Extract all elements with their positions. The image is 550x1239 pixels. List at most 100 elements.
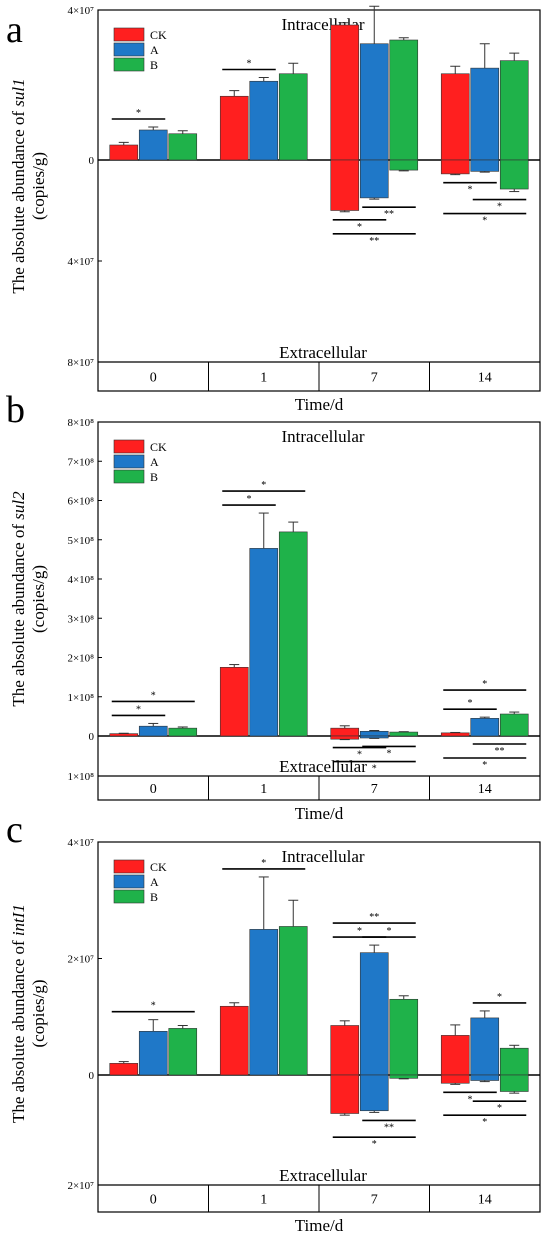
significance-label: * bbox=[468, 698, 473, 709]
bar-A-intracellular bbox=[249, 548, 279, 737]
bar-B-intracellular bbox=[389, 998, 419, 1076]
y-axis-title: The absolute abundance of sul1 bbox=[9, 78, 28, 293]
significance-label: * bbox=[151, 690, 156, 701]
y-tick-label: 0 bbox=[89, 731, 95, 743]
y-tick-label: 3×10⁸ bbox=[67, 613, 94, 625]
significance-label: * bbox=[357, 750, 362, 761]
region-label-extracellular: Extracellular bbox=[279, 343, 367, 362]
bar-CK-intracellular bbox=[440, 73, 470, 161]
x-tick-label: 1 bbox=[260, 782, 267, 797]
x-tick-label: 0 bbox=[150, 1193, 157, 1208]
bar-CK-intracellular bbox=[330, 727, 360, 737]
legend-label: CK bbox=[150, 440, 167, 454]
bar-CK-extracellular bbox=[330, 735, 360, 740]
significance-label: * bbox=[482, 216, 487, 227]
legend-label: CK bbox=[150, 28, 167, 42]
y-tick-label: 1×10⁸ bbox=[67, 771, 94, 783]
y-axis-title-prefix: The absolute abundance of bbox=[9, 520, 28, 707]
significance-label: * bbox=[372, 1139, 377, 1150]
significance-label: * bbox=[497, 1103, 502, 1114]
bar-CK-intracellular bbox=[330, 24, 360, 161]
y-axis-unit: (copies/g) bbox=[29, 152, 48, 220]
bar-A-intracellular bbox=[470, 718, 500, 737]
y-axis-title-gene: intI1 bbox=[9, 904, 28, 936]
bar-B-intracellular bbox=[389, 731, 419, 737]
y-tick-label: 4×10⁷ bbox=[67, 5, 94, 17]
bar-CK-intracellular bbox=[440, 732, 470, 737]
bar-B-intracellular bbox=[499, 60, 529, 161]
x-tick-label: 0 bbox=[150, 782, 157, 797]
x-tick-label: 7 bbox=[371, 371, 378, 386]
bar-A-extracellular bbox=[470, 159, 500, 172]
significance-label: * bbox=[482, 679, 487, 690]
region-label-extracellular: Extracellular bbox=[279, 1166, 367, 1185]
bar-CK-intracellular bbox=[440, 1035, 470, 1076]
y-axis-title: The absolute abundance of intI1 bbox=[9, 904, 28, 1123]
x-tick-label: 0 bbox=[150, 371, 157, 386]
significance-label: * bbox=[468, 1094, 473, 1105]
bar-B-intracellular bbox=[278, 531, 308, 737]
significance-label: * bbox=[151, 1001, 156, 1012]
significance-label: * bbox=[468, 185, 473, 196]
significance-label: * bbox=[261, 480, 266, 491]
bar-CK-intracellular bbox=[219, 667, 249, 737]
bar-A-intracellular bbox=[470, 1017, 500, 1076]
significance-label: ** bbox=[384, 1122, 394, 1133]
significance-label: * bbox=[261, 858, 266, 869]
bar-A-intracellular bbox=[359, 952, 389, 1076]
plot-frame bbox=[97, 9, 541, 392]
bar-B-extracellular bbox=[389, 1074, 419, 1079]
y-tick-label: 4×10⁷ bbox=[67, 256, 94, 268]
y-tick-label: 0 bbox=[89, 155, 95, 167]
bar-B-intracellular bbox=[278, 926, 308, 1076]
x-tick-label: 1 bbox=[260, 371, 267, 386]
x-tick-label: 7 bbox=[371, 782, 378, 797]
y-axis-title-gene: sul1 bbox=[9, 78, 28, 106]
y-tick-label: 2×10⁸ bbox=[67, 653, 94, 665]
bar-A-intracellular bbox=[470, 67, 500, 161]
y-axis-unit: (copies/g) bbox=[29, 980, 48, 1048]
significance-label: * bbox=[387, 926, 392, 937]
y-tick-label: 8×10⁷ bbox=[67, 357, 94, 369]
x-tick-label: 14 bbox=[478, 371, 492, 386]
y-tick-label: 2×10⁷ bbox=[67, 1180, 94, 1192]
bar-B-extracellular bbox=[499, 1074, 529, 1092]
y-axis-title-prefix: The absolute abundance of bbox=[9, 107, 28, 294]
legend-label: B bbox=[150, 890, 158, 904]
significance-label: * bbox=[357, 222, 362, 233]
panel-letter: b bbox=[6, 389, 25, 431]
bar-A-intracellular bbox=[249, 929, 279, 1076]
bar-CK-extracellular bbox=[330, 159, 360, 211]
bar-CK-extracellular bbox=[440, 159, 470, 175]
y-tick-label: 2×10⁷ bbox=[67, 954, 94, 966]
y-tick-label: 0 bbox=[89, 1070, 95, 1082]
significance-label: ** bbox=[495, 746, 505, 757]
bar-A-intracellular bbox=[138, 129, 168, 161]
significance-label: * bbox=[497, 202, 502, 213]
legend-swatch-CK bbox=[113, 859, 145, 874]
legend-swatch-B bbox=[113, 57, 145, 72]
bar-CK-extracellular bbox=[440, 1074, 470, 1084]
bar-A-extracellular bbox=[359, 735, 389, 739]
bar-B-intracellular bbox=[389, 39, 419, 161]
bar-A-intracellular bbox=[249, 80, 279, 161]
bar-B-intracellular bbox=[168, 1028, 198, 1076]
bar-B-extracellular bbox=[389, 159, 419, 171]
legend-swatch-B bbox=[113, 469, 145, 484]
chart-panel-a: a0 1 7 14Time/d4×10⁷04×10⁷8×10⁷Intracellula… bbox=[6, 5, 541, 414]
x-axis-title: Time/d bbox=[295, 1216, 344, 1235]
significance-label: * bbox=[387, 748, 392, 759]
panel-letter: c bbox=[6, 809, 23, 851]
legend-swatch-CK bbox=[113, 439, 145, 454]
y-axis-unit: (copies/g) bbox=[29, 565, 48, 633]
significance-label: * bbox=[136, 704, 141, 715]
y-tick-label: 5×10⁸ bbox=[67, 535, 94, 547]
bar-CK-extracellular bbox=[330, 1074, 360, 1114]
x-axis-title: Time/d bbox=[295, 395, 344, 414]
region-label-extracellular: Extracellular bbox=[279, 757, 367, 776]
significance-label: ** bbox=[369, 236, 379, 247]
significance-label: ** bbox=[369, 912, 379, 923]
panel-letter: a bbox=[6, 9, 23, 51]
bar-CK-intracellular bbox=[330, 1025, 360, 1076]
significance-label: * bbox=[247, 494, 252, 505]
